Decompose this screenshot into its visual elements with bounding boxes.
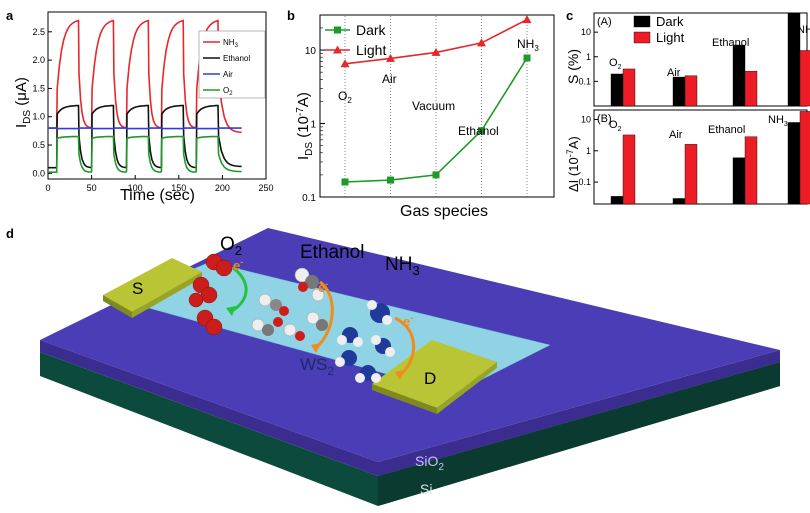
panel-c-legend-swatch-light: [634, 32, 650, 43]
panel-c-top-tag: (A): [597, 16, 612, 28]
panel-c-bar-light: [623, 69, 635, 106]
panel-c-bar-dark: [673, 198, 685, 204]
panel-c-category-label: NH3: [768, 114, 788, 128]
panel-a-legend-label-air: Air: [223, 70, 233, 79]
panel-b-legend-label-dark: Dark: [356, 22, 387, 38]
panel-label-c: c: [566, 8, 573, 23]
panel-a-ytick-label: 1.5: [32, 83, 45, 93]
panel-b-legend-marker-dark: [334, 27, 341, 34]
panel-c-ytick-label: 10: [581, 27, 591, 37]
panel-c-category-label: Ethanol: [712, 37, 749, 49]
panel-c-ytick-label: 10: [581, 114, 591, 124]
panel-c-legend-label-dark: Dark: [656, 14, 684, 29]
panel-a-ytick-label: 2.5: [32, 27, 45, 37]
panel-c-category-label: Air: [669, 129, 683, 141]
panel-a-ylabel: IDS (μA): [13, 77, 33, 128]
panel-a-ytick-label: 2.0: [32, 55, 45, 65]
panel-c-top-ylabel: S (%): [565, 49, 581, 84]
panel-b-point-dark: [433, 171, 440, 178]
o2-label: O2: [220, 234, 242, 258]
panel-b-legend: Dark Light: [325, 22, 387, 58]
panel-c-bar-light: [685, 144, 697, 204]
panel-b-category-label: Air: [382, 72, 397, 86]
panel-c-bar-dark: [673, 77, 685, 106]
panel-b-xlabel: Gas species: [400, 203, 488, 220]
panel-label-a: a: [6, 8, 14, 23]
source-label: S: [132, 279, 143, 298]
panel-a-series-o2: [48, 137, 242, 173]
panel-b-category-label: O2: [338, 89, 352, 105]
panel-c-category-label: Ethanol: [708, 124, 745, 136]
panel-c-bar-dark: [733, 45, 745, 106]
panel-a-ytick-label: 0.5: [32, 140, 45, 150]
panel-c-ytick-label: 1: [586, 52, 591, 62]
panel-c-bottom-tag: (B): [597, 113, 612, 125]
panel-b-ytick-label: 10: [305, 46, 317, 57]
panel-c-axes: 0.1 1 10 0.1 1 10: [578, 27, 598, 187]
panel-a-xlabel: Time (sec): [120, 187, 195, 204]
panel-d: d S D: [6, 226, 780, 506]
panel-a-series-air: [48, 128, 242, 129]
panel-c-bar-light: [685, 76, 697, 106]
panel-b-point-dark: [524, 54, 531, 61]
panel-a-legend: NH3EthanolAirO2: [199, 31, 265, 98]
panel-c-category-label: Air: [667, 67, 681, 79]
panel-b-category-label: Ethanol: [458, 124, 499, 138]
panel-c-ytick-label: 1: [586, 146, 591, 156]
panel-c-category-label: NH: [797, 24, 810, 36]
panel-c-bottom-ylabel: ΔI (10-7A): [565, 136, 581, 192]
panel-c-bar-light: [800, 50, 810, 106]
panel-c-legend-label-light: Light: [656, 30, 685, 45]
panel-c-bar-light: [745, 137, 757, 204]
panel-c-bar-light: [800, 111, 810, 204]
panel-label-b: b: [287, 8, 295, 23]
panel-a-xtick-label: 50: [87, 183, 97, 193]
ethanol-label: Ethanol: [300, 242, 364, 263]
panel-a-xtick-label: 250: [258, 183, 273, 193]
panel-label-d: d: [6, 226, 14, 241]
panel-c-legend-swatch-dark: [634, 16, 650, 27]
panel-c-bar-dark: [733, 158, 745, 204]
panel-b-point-light: [477, 38, 486, 46]
panel-c-bar-dark: [611, 196, 623, 204]
panel-a-xtick-label: 200: [215, 183, 230, 193]
panel-c-bar-light: [623, 135, 635, 204]
panel-a: a 0 50 100 150 200 250 0.0 0.5 1.0 1.5 2.0 2.5 Time…: [6, 8, 274, 204]
panel-a-xtick-label: 0: [45, 183, 50, 193]
drain-label: D: [424, 369, 436, 388]
panel-c: c 0.1 1 10 0.1 1 10 O2 Air Ethanol NH O2 Air Ethano…: [565, 8, 810, 204]
panel-b-ytick-label: 0.1: [302, 193, 316, 204]
panel-c-category-label: O2: [609, 57, 622, 71]
panel-c-bar-light: [745, 71, 757, 106]
panel-b-category-label: Vacuum: [412, 99, 455, 113]
panel-b-point-light: [523, 15, 532, 23]
panel-c-bar-dark: [788, 122, 800, 204]
panel-b-point-dark: [387, 177, 394, 184]
nh3-label: NH3: [385, 254, 420, 278]
si-label: Si: [420, 481, 432, 497]
panel-a-ytick-label: 0.0: [32, 168, 45, 178]
panel-b-category-label: NH3: [517, 37, 539, 53]
panel-b-legend-label-light: Light: [356, 42, 386, 58]
panel-a-legend-label-ethanol: Ethanol: [223, 54, 250, 63]
panel-c-bar-dark: [611, 74, 623, 106]
panel-b-point-dark: [342, 179, 349, 186]
panel-a-ytick-label: 1.0: [32, 112, 45, 122]
